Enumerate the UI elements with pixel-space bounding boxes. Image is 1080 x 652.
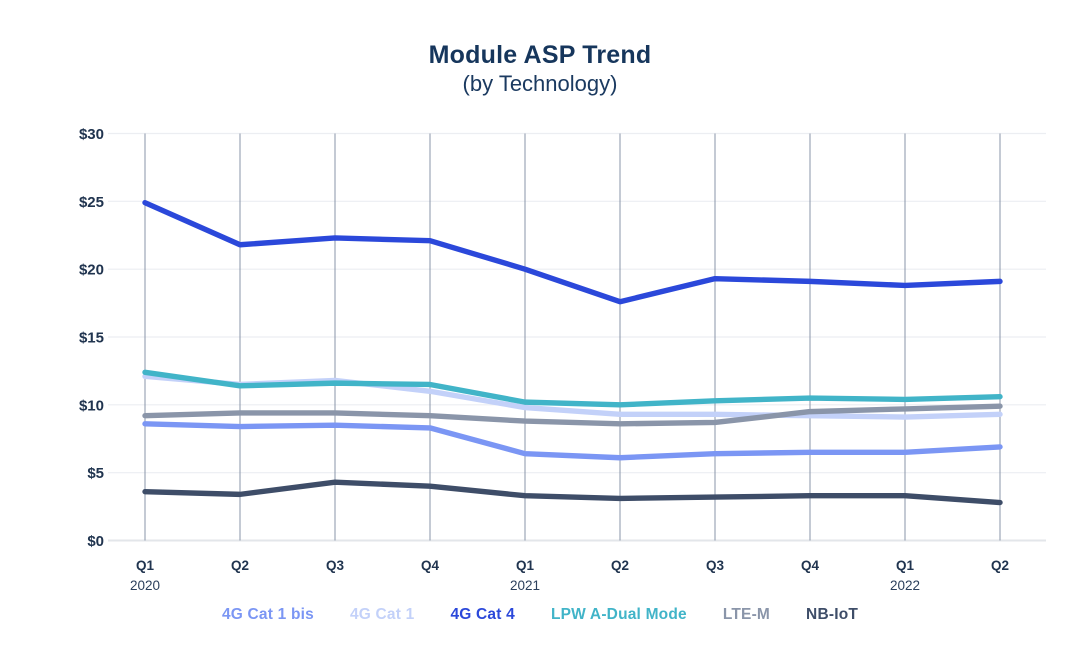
legend-item-4g-cat-1-bis: 4G Cat 1 bis	[221, 606, 314, 623]
y-axis-tick-label: $5	[87, 465, 104, 482]
x-axis-quarter-label: Q1	[516, 558, 535, 573]
legend: 4G Cat 1 bis 4G Cat 1 4G Cat 4 LPW A-Dual M…	[0, 606, 1080, 624]
series-line-4g-cat-4	[142, 199, 1003, 305]
x-axis-quarter-label: Q2	[991, 558, 1009, 573]
legend-item-lpw-a-dual-mode: LPW A-Dual Mode	[550, 606, 687, 623]
x-axis-quarter-label: Q3	[326, 558, 345, 573]
x-axis-quarter-label: Q2	[231, 558, 249, 573]
legend-item-4g-cat-1: 4G Cat 1	[349, 606, 415, 623]
x-axis-quarter-label: Q1	[896, 558, 915, 573]
series-line-nb-iot	[142, 479, 1003, 506]
x-axis-year-label: 2022	[890, 578, 920, 593]
chart-subtitle: (by Technology)	[462, 71, 618, 96]
y-axis-tick-label: $10	[79, 397, 104, 414]
y-axis-tick-label: $15	[79, 330, 104, 347]
series-line-lpw-a-dual-mode	[142, 369, 1003, 408]
x-axis-quarter-label: Q4	[801, 558, 820, 573]
legend-item-4g-cat-4: 4G Cat 4	[450, 606, 515, 623]
y-axis-tick-label: $0	[87, 533, 104, 550]
legend-item-lte-m: LTE-M	[722, 606, 771, 623]
y-axis-tick-label: $25	[79, 194, 104, 211]
y-axis-tick-label: $30	[79, 126, 104, 143]
x-axis-year-label: 2021	[510, 578, 540, 593]
chart-header: Module ASP Trend (by Technology)	[0, 40, 1080, 98]
chart-title: Module ASP Trend	[428, 41, 652, 69]
x-axis-year-label: 2020	[130, 578, 160, 593]
y-axis-tick-label: $20	[79, 262, 104, 279]
series-line-4g-cat-1-bis	[142, 421, 1003, 461]
legend-item-nb-iot: NB-IoT	[806, 606, 859, 623]
series-line-lte-m	[142, 403, 1003, 427]
x-axis-quarter-label: Q4	[421, 558, 440, 573]
x-axis-quarter-label: Q3	[706, 558, 725, 573]
x-axis-quarter-label: Q2	[611, 558, 629, 573]
x-axis-quarter-label: Q1	[136, 558, 155, 573]
